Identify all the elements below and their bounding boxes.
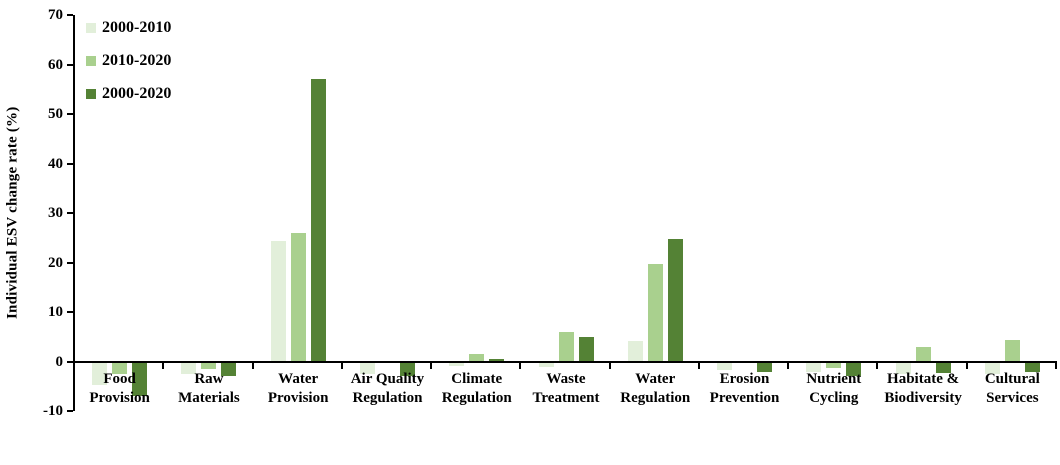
bar-2000-2020-4 xyxy=(399,362,415,377)
category-label: Climate Regulation xyxy=(441,370,512,406)
y-tick-label: -10 xyxy=(43,403,63,419)
bar-2000-2010-1 xyxy=(92,362,108,386)
bar-2000-2010-11 xyxy=(984,362,1000,374)
legend-swatch xyxy=(86,55,96,66)
bar-2010-2020-6 xyxy=(558,331,574,362)
legend-label: 2000-2010 xyxy=(102,19,172,36)
category-label: Cultural Services xyxy=(984,370,1040,406)
bar-2000-2020-6 xyxy=(578,337,594,362)
legend-item: 2000-2010 xyxy=(86,18,171,37)
bar-2010-2020-9 xyxy=(826,362,842,368)
legend: 2000-2010 2010-2020 2000-2020 xyxy=(86,18,171,117)
legend-swatch xyxy=(86,88,96,99)
category-label: Erosion Prevention xyxy=(709,370,780,406)
y-tick-mark xyxy=(67,113,73,115)
bar-2000-2020-10 xyxy=(935,362,951,374)
x-tick-mark xyxy=(340,362,343,369)
bar-2000-2020-9 xyxy=(846,362,862,377)
bar-2000-2020-2 xyxy=(221,362,237,377)
bar-2000-2010-5 xyxy=(449,362,465,367)
y-tick-label: 40 xyxy=(48,155,63,172)
legend-label: 2000-2020 xyxy=(102,85,172,102)
x-tick-mark xyxy=(608,362,611,369)
y-tick-mark xyxy=(67,311,73,313)
category-label: Water Regulation xyxy=(620,370,691,406)
bar-2000-2020-1 xyxy=(132,362,148,397)
category-label: Nutrient Cycling xyxy=(806,370,862,406)
x-tick-mark xyxy=(519,362,522,369)
bar-2000-2010-9 xyxy=(806,362,822,372)
y-tick-mark xyxy=(67,162,73,165)
category-label: Food Provision xyxy=(89,370,150,406)
bar-2010-2020-2 xyxy=(201,362,217,369)
x-tick-mark xyxy=(162,362,165,369)
bar-2010-2020-7 xyxy=(647,264,663,362)
x-tick-mark xyxy=(787,362,790,369)
y-tick-mark xyxy=(67,360,73,363)
bar-2000-2010-6 xyxy=(538,362,554,368)
y-tick-mark xyxy=(67,212,73,214)
x-tick-mark xyxy=(965,362,968,369)
legend-swatch xyxy=(86,22,96,33)
bar-2000-2010-8 xyxy=(717,362,733,370)
bar-2000-2020-3 xyxy=(310,79,326,362)
category-label: Air Quality Regulation xyxy=(350,370,425,406)
y-tick-label: 10 xyxy=(48,304,63,320)
category-label: Waste Treatment xyxy=(532,370,600,406)
bar-2010-2020-5 xyxy=(469,354,485,362)
bar-2010-2020-11 xyxy=(1004,340,1020,362)
bar-2000-2010-2 xyxy=(181,362,197,375)
bar-2000-2010-7 xyxy=(627,340,643,362)
x-tick-mark xyxy=(1055,362,1057,369)
x-tick-mark xyxy=(876,362,879,369)
bar-2000-2020-7 xyxy=(667,239,683,362)
y-tick-label: 20 xyxy=(48,254,63,271)
category-label: Water Provision xyxy=(267,370,329,406)
y-tick-mark xyxy=(67,63,73,66)
legend-label: 2010-2020 xyxy=(102,52,172,69)
y-axis-line xyxy=(73,15,75,411)
y-tick-label: 50 xyxy=(48,106,63,122)
bar-2010-2020-10 xyxy=(915,347,931,362)
y-tick-label: 60 xyxy=(48,56,63,73)
bar-2010-2020-3 xyxy=(290,232,306,362)
y-tick-label: 70 xyxy=(48,7,63,23)
x-tick-mark xyxy=(430,362,433,369)
x-tick-mark xyxy=(697,362,700,369)
y-tick-label: 0 xyxy=(55,353,64,370)
legend-item: 2010-2020 xyxy=(86,51,171,70)
bar-2000-2010-4 xyxy=(359,362,375,375)
legend-item: 2000-2020 xyxy=(86,84,171,103)
bar-2000-2010-10 xyxy=(895,362,911,374)
bar-2000-2010-3 xyxy=(270,241,286,362)
category-label: Habitate & Biodiversity xyxy=(884,370,962,406)
y-tick-mark xyxy=(67,410,73,412)
x-tick-mark xyxy=(251,362,254,369)
x-axis-line xyxy=(73,360,1057,363)
bar-2000-2020-8 xyxy=(757,362,773,372)
y-tick-label: 30 xyxy=(48,205,63,221)
bar-2010-2020-1 xyxy=(112,362,128,374)
bar-2000-2020-11 xyxy=(1024,362,1040,373)
y-tick-mark xyxy=(67,261,73,264)
y-tick-mark xyxy=(67,14,73,16)
category-label: Raw Materials xyxy=(178,370,240,406)
bar-2000-2020-5 xyxy=(489,358,505,362)
